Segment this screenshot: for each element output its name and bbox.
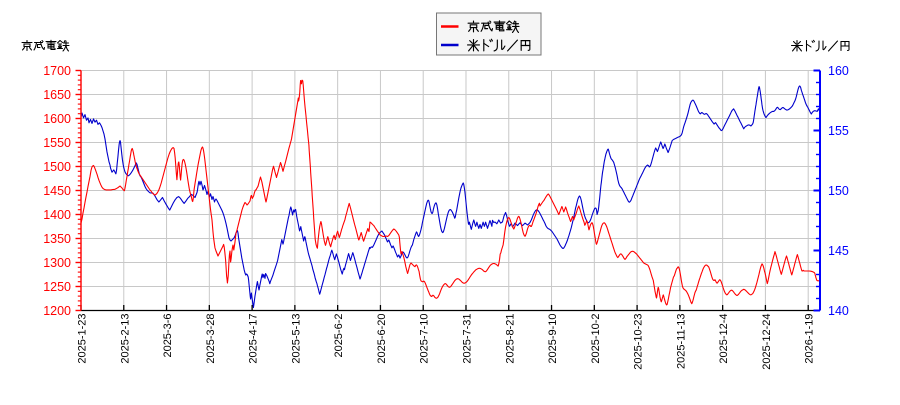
svg-text:145: 145 [828, 244, 849, 258]
svg-text:1600: 1600 [43, 112, 71, 126]
svg-text:2025-2-13: 2025-2-13 [119, 314, 131, 364]
svg-text:2025-3-28: 2025-3-28 [205, 314, 217, 364]
svg-text:160: 160 [828, 64, 849, 78]
svg-text:2025-4-17: 2025-4-17 [248, 314, 260, 364]
svg-text:2025-12-4: 2025-12-4 [718, 314, 730, 364]
svg-text:1400: 1400 [43, 208, 71, 222]
svg-text:2025-3-6: 2025-3-6 [162, 314, 174, 358]
svg-text:2025-6-20: 2025-6-20 [376, 314, 388, 364]
svg-text:2025-7-10: 2025-7-10 [419, 314, 431, 364]
svg-text:1450: 1450 [43, 184, 71, 198]
svg-text:1250: 1250 [43, 280, 71, 294]
svg-text:1500: 1500 [43, 160, 71, 174]
svg-text:1700: 1700 [43, 64, 71, 78]
svg-text:2025-1-23: 2025-1-23 [77, 314, 89, 364]
svg-text:2025-7-31: 2025-7-31 [461, 314, 473, 364]
svg-text:155: 155 [828, 124, 849, 138]
svg-text:2025-12-24: 2025-12-24 [761, 314, 773, 370]
svg-text:1550: 1550 [43, 136, 71, 150]
svg-text:150: 150 [828, 184, 849, 198]
svg-text:2025-5-13: 2025-5-13 [290, 314, 302, 364]
svg-text:1350: 1350 [43, 232, 71, 246]
svg-text:2025-6-2: 2025-6-2 [333, 314, 345, 358]
svg-text:2025-10-23: 2025-10-23 [633, 314, 645, 370]
svg-text:1650: 1650 [43, 88, 71, 102]
svg-text:2025-11-13: 2025-11-13 [675, 314, 687, 369]
svg-text:1300: 1300 [43, 256, 71, 270]
svg-text:2025-9-10: 2025-9-10 [547, 314, 559, 364]
svg-text:1200: 1200 [43, 304, 71, 318]
svg-text:2025-8-21: 2025-8-21 [504, 314, 516, 364]
svg-text:2026-1-19: 2026-1-19 [804, 314, 816, 364]
svg-text:140: 140 [828, 304, 849, 318]
svg-text:2025-10-2: 2025-10-2 [590, 314, 602, 364]
